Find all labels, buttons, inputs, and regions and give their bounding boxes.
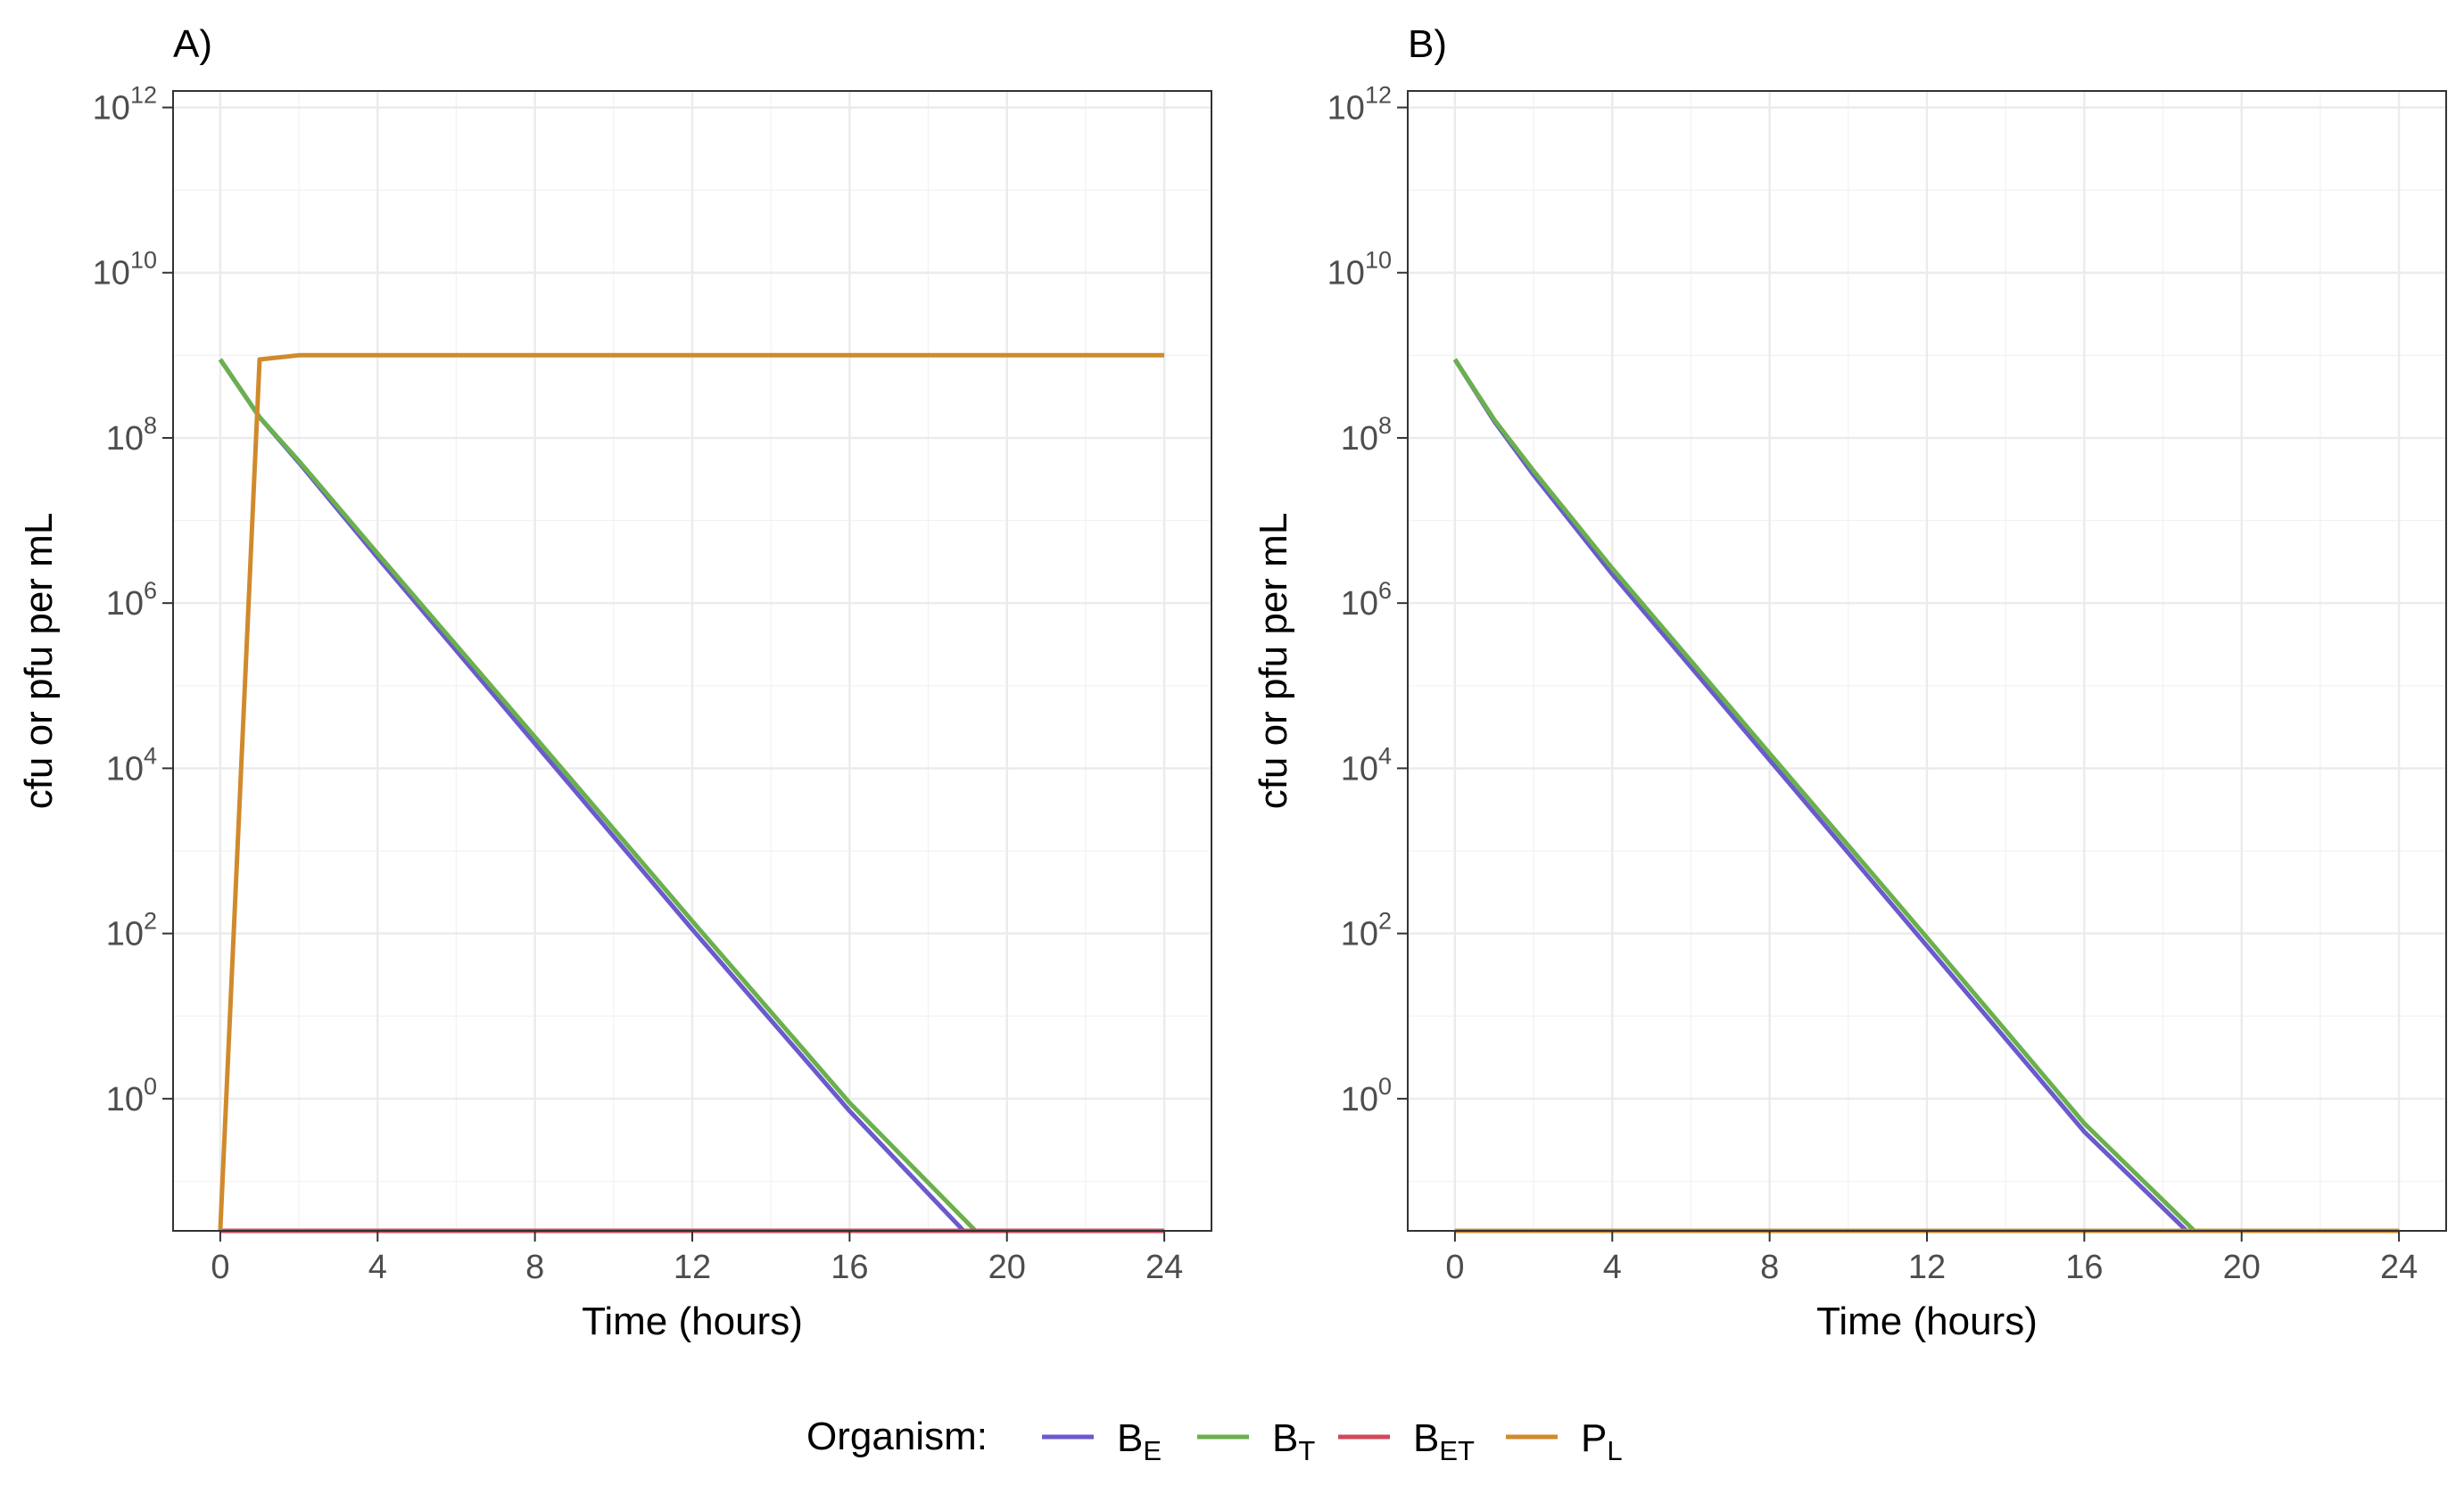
x-tick-label: 12 <box>674 1249 711 1286</box>
y-axis-title: cfu or pfu per mL <box>1252 513 1295 810</box>
x-tick-label: 20 <box>2223 1249 2261 1286</box>
x-tick-label: 24 <box>1145 1249 1183 1286</box>
y-tick-label: 100 <box>1341 1073 1392 1118</box>
y-tick-label: 108 <box>1341 412 1392 458</box>
y-axis-title: cfu or pfu per mL <box>17 513 61 810</box>
x-axis-ticks: 0 4 8 12 16 20 24 <box>1445 1231 2418 1286</box>
y-tick-label: 100 <box>106 1073 157 1118</box>
panel-label: B) <box>1408 22 1447 66</box>
major-grid <box>173 91 1211 1231</box>
x-tick-label: 12 <box>1908 1249 1946 1286</box>
legend-label-pl: PL <box>1581 1416 1623 1466</box>
x-tick-label: 20 <box>988 1249 1026 1286</box>
major-grid <box>1408 91 2446 1231</box>
x-tick-label: 4 <box>368 1249 387 1286</box>
y-tick-label: 1010 <box>1327 247 1392 293</box>
series-line-pl <box>218 352 1165 1232</box>
legend: Organism: BE BT BET PL <box>806 1415 1623 1466</box>
y-tick-label: 104 <box>106 742 157 788</box>
y-axis-ticks: 100 102 104 106 108 1010 1012 <box>1327 82 1408 1118</box>
x-tick-label: 0 <box>211 1249 229 1286</box>
x-tick-label: 8 <box>525 1249 544 1286</box>
legend-title: Organism: <box>806 1415 988 1458</box>
x-tick-label: 16 <box>2065 1249 2103 1286</box>
panel-a: 0 4 8 12 16 20 24 100 102 104 106 108 1010 1012 A) T… <box>17 22 1212 1343</box>
x-axis-title: Time (hours) <box>582 1300 803 1343</box>
x-tick-label: 24 <box>2380 1249 2418 1286</box>
series-line-bt <box>1452 358 2196 1233</box>
y-tick-label: 104 <box>1341 742 1392 788</box>
y-tick-label: 102 <box>106 908 157 953</box>
y-tick-label: 106 <box>1341 577 1392 623</box>
y-axis-ticks: 100 102 104 106 108 1010 1012 <box>93 82 173 1118</box>
panel-b: 0 4 8 12 16 20 24 100 102 104 106 108 1010 1012 B) T… <box>1252 22 2447 1343</box>
panel-label: A) <box>173 22 212 66</box>
y-tick-label: 108 <box>106 412 157 458</box>
y-tick-label: 1012 <box>93 82 157 128</box>
x-axis-title: Time (hours) <box>1816 1300 2038 1343</box>
y-tick-label: 102 <box>1341 908 1392 953</box>
x-tick-label: 16 <box>831 1249 868 1286</box>
legend-label-bt: BT <box>1272 1416 1315 1466</box>
y-tick-label: 1010 <box>93 247 157 293</box>
y-tick-label: 106 <box>106 577 157 623</box>
x-tick-label: 8 <box>1760 1249 1779 1286</box>
x-tick-label: 0 <box>1445 1249 1464 1286</box>
legend-label-be: BE <box>1117 1416 1162 1466</box>
series-line-bt <box>218 358 978 1233</box>
legend-label-bet: BET <box>1413 1416 1475 1466</box>
x-axis-ticks: 0 4 8 12 16 20 24 <box>211 1231 1183 1286</box>
y-tick-label: 1012 <box>1327 82 1392 128</box>
x-tick-label: 4 <box>1603 1249 1622 1286</box>
